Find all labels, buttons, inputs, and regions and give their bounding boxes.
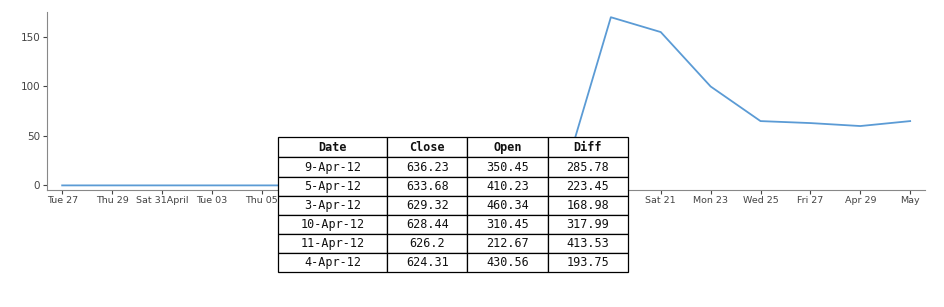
Text: 10-Apr-12: 10-Apr-12 (301, 218, 364, 231)
Bar (278, 196, 387, 215)
Bar (548, 177, 628, 196)
Bar (387, 177, 467, 196)
Bar (467, 253, 548, 272)
Text: 628.44: 628.44 (406, 218, 448, 231)
Text: 285.78: 285.78 (566, 161, 609, 173)
Text: Open: Open (493, 141, 522, 154)
Text: 168.98: 168.98 (566, 199, 609, 212)
Text: 626.2: 626.2 (410, 237, 445, 250)
Text: 460.34: 460.34 (486, 199, 529, 212)
Text: 5-Apr-12: 5-Apr-12 (304, 180, 362, 192)
Bar (278, 215, 387, 234)
Bar (467, 137, 548, 157)
Text: 4-Apr-12: 4-Apr-12 (304, 256, 362, 269)
Bar (278, 253, 387, 272)
Text: 430.56: 430.56 (486, 256, 529, 269)
Bar (467, 196, 548, 215)
Bar (548, 196, 628, 215)
Text: 350.45: 350.45 (486, 161, 529, 173)
Text: Diff: Diff (573, 141, 602, 154)
Bar (278, 157, 387, 177)
Text: 9-Apr-12: 9-Apr-12 (304, 161, 362, 173)
Text: Close: Close (410, 141, 445, 154)
Text: 193.75: 193.75 (566, 256, 609, 269)
Text: 413.53: 413.53 (566, 237, 609, 250)
Bar (467, 215, 548, 234)
Bar (548, 215, 628, 234)
Bar (548, 137, 628, 157)
Bar (548, 253, 628, 272)
Text: 223.45: 223.45 (566, 180, 609, 192)
Bar (387, 253, 467, 272)
Bar (387, 215, 467, 234)
Text: 3-Apr-12: 3-Apr-12 (304, 199, 362, 212)
Text: 212.67: 212.67 (486, 237, 529, 250)
Text: 11-Apr-12: 11-Apr-12 (301, 237, 364, 250)
Bar (387, 137, 467, 157)
Bar (278, 234, 387, 253)
Bar (467, 234, 548, 253)
Bar (278, 137, 387, 157)
Bar (387, 234, 467, 253)
Text: 310.45: 310.45 (486, 218, 529, 231)
Bar (548, 157, 628, 177)
Text: 636.23: 636.23 (406, 161, 448, 173)
Text: 633.68: 633.68 (406, 180, 448, 192)
Bar (548, 234, 628, 253)
Bar (278, 177, 387, 196)
Text: 629.32: 629.32 (406, 199, 448, 212)
Text: 317.99: 317.99 (566, 218, 609, 231)
Bar (467, 177, 548, 196)
Bar (387, 196, 467, 215)
Text: Date: Date (318, 141, 347, 154)
Bar (467, 157, 548, 177)
Text: 410.23: 410.23 (486, 180, 529, 192)
Bar (387, 157, 467, 177)
Text: 624.31: 624.31 (406, 256, 448, 269)
